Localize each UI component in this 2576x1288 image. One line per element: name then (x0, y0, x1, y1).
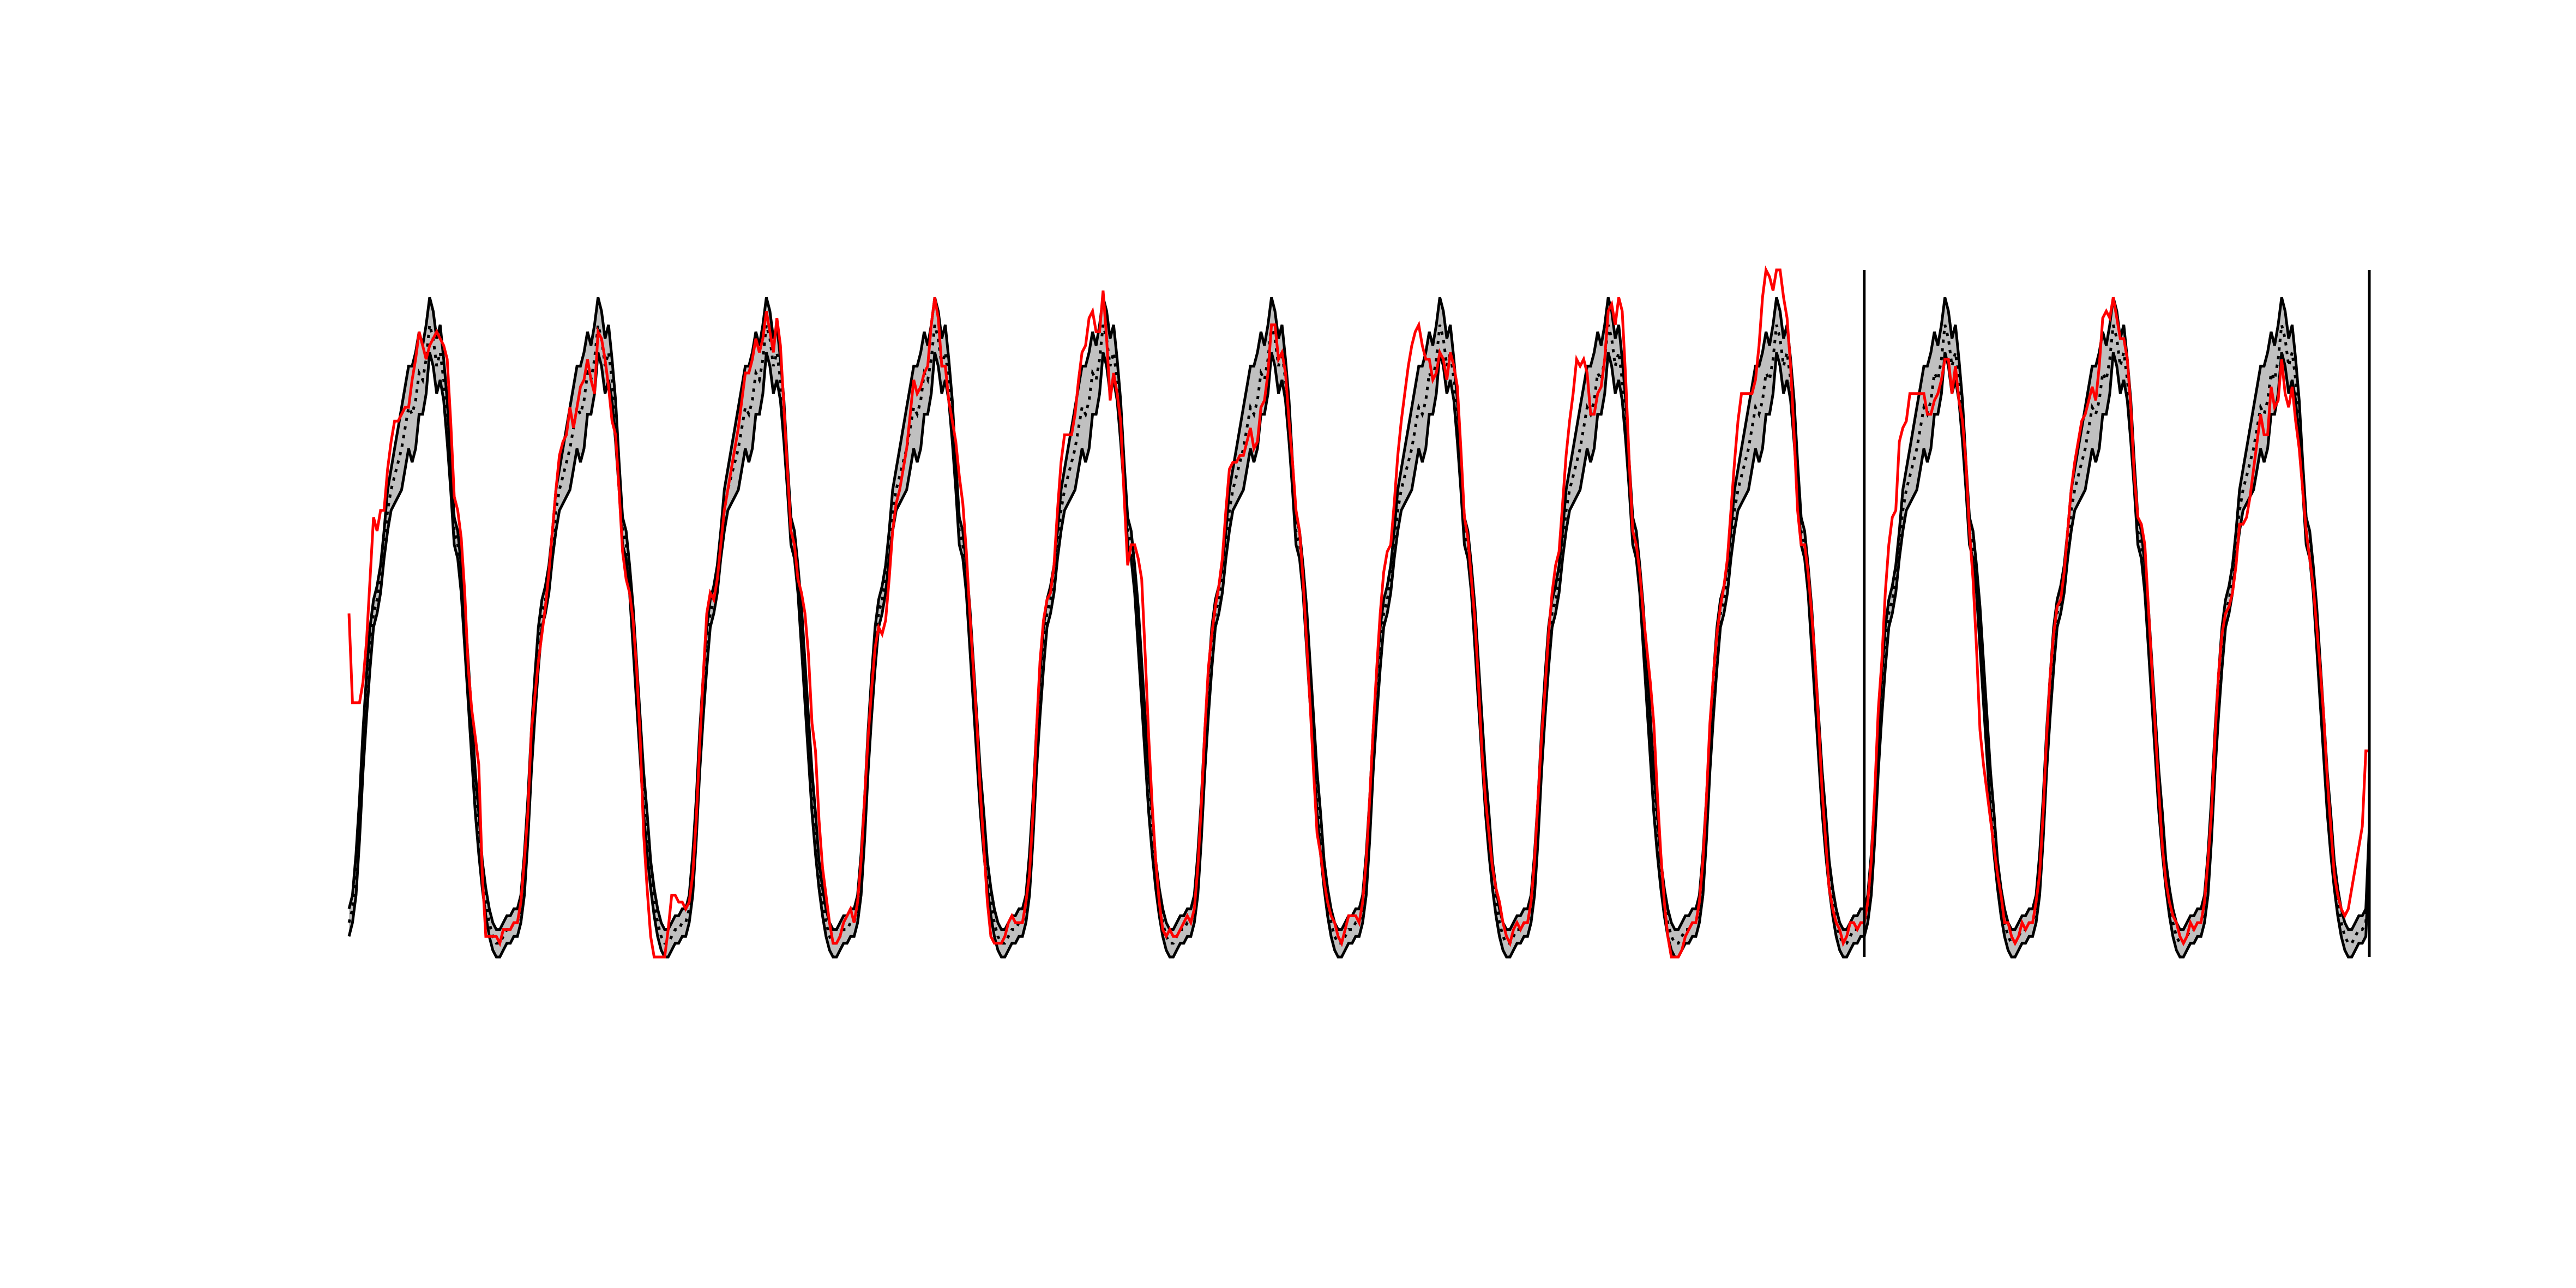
band-layer (347, 297, 2371, 959)
vline-layer (1863, 270, 2371, 957)
mean-line (347, 324, 2371, 945)
band-upper-line (347, 297, 2371, 931)
band-lower-line (347, 352, 2371, 959)
observed-line (347, 265, 2369, 959)
observed-layer (347, 265, 2369, 959)
confidence-band (349, 297, 2369, 957)
mean-layer (347, 324, 2371, 945)
